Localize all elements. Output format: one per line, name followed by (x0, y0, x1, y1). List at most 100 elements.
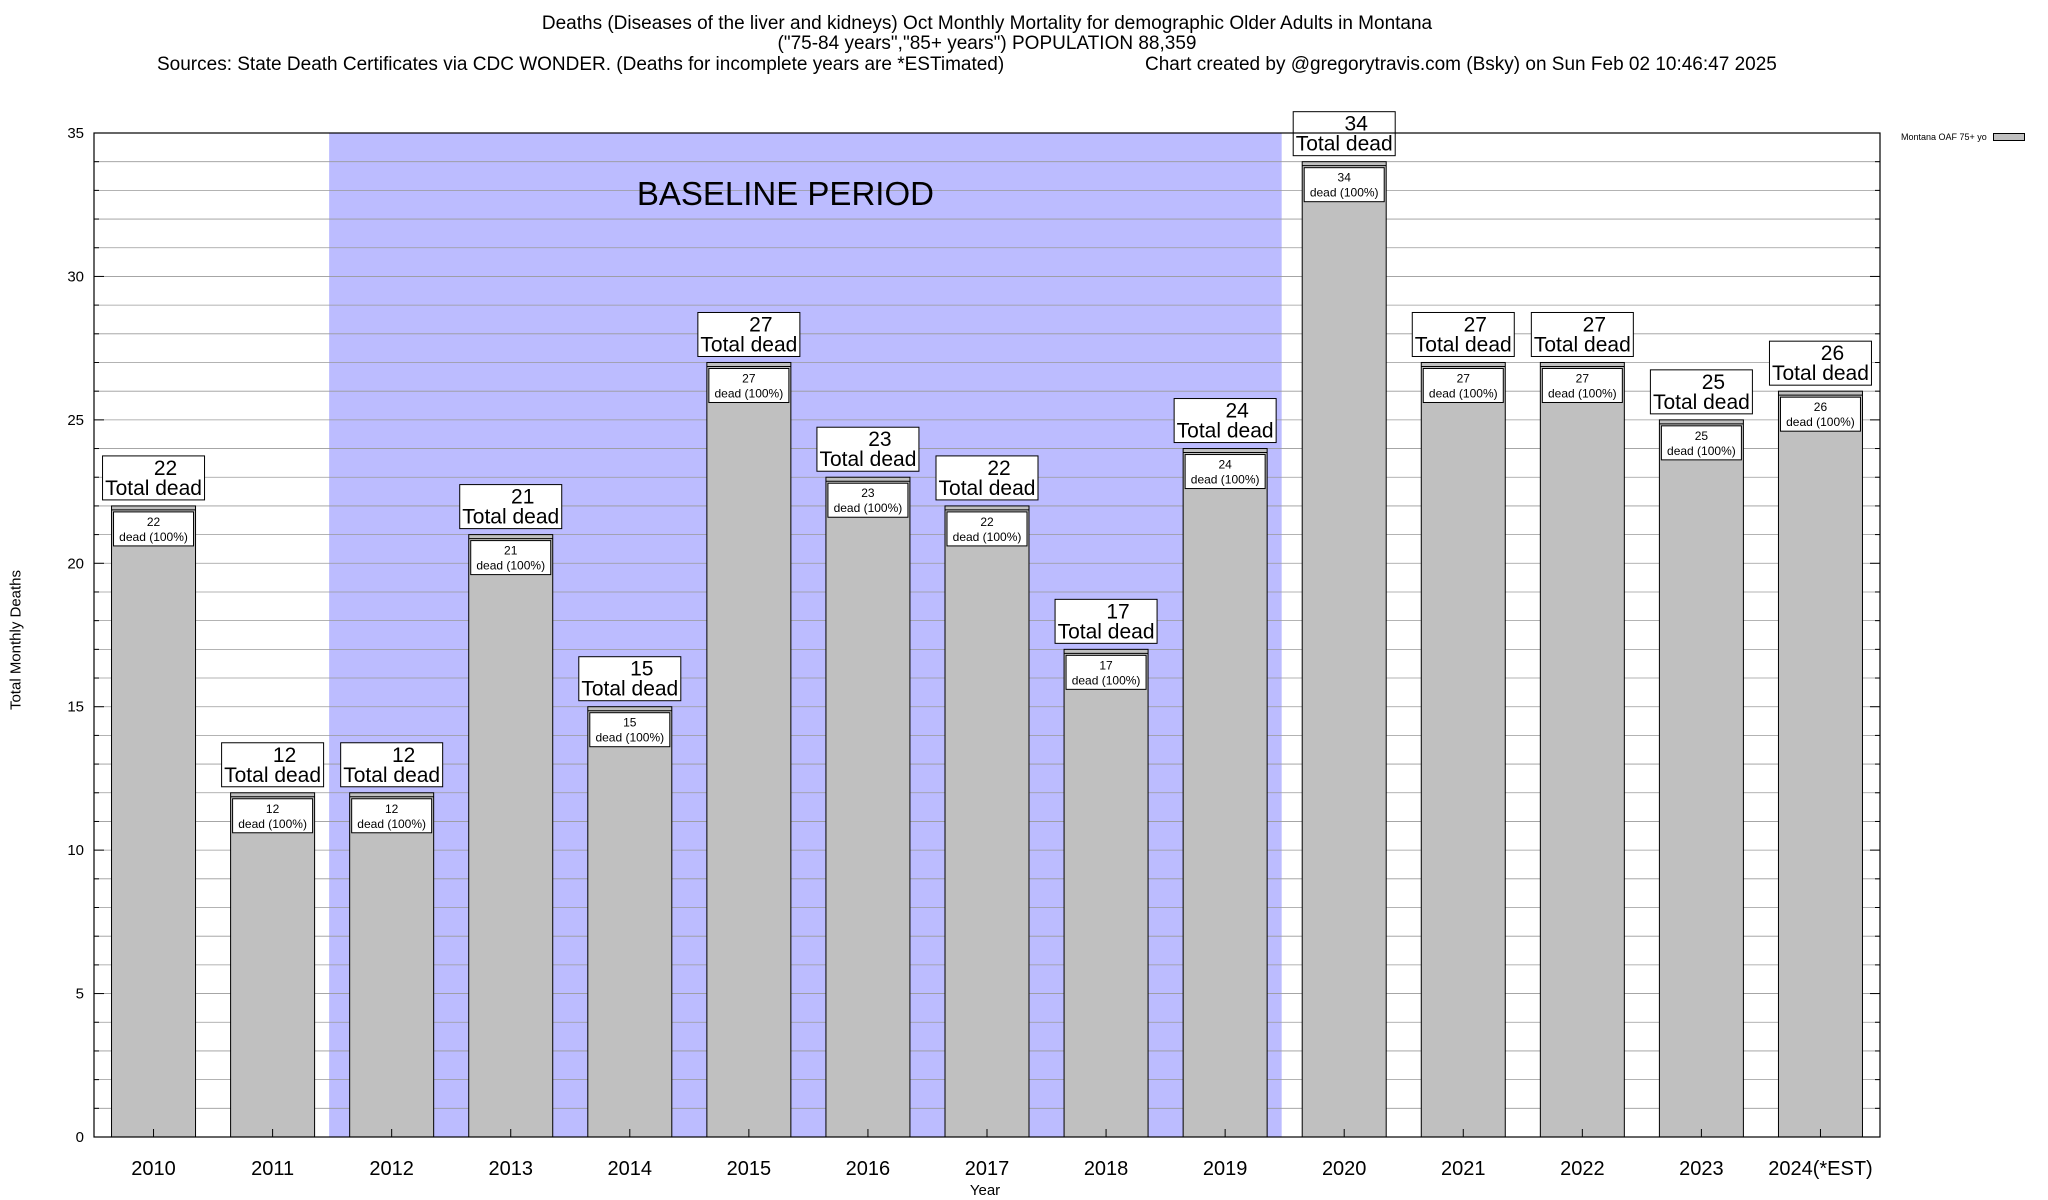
top-label-text: Total dead (343, 764, 440, 787)
sources-note: Sources: State Death Certificates via CD… (157, 54, 1005, 75)
y-tick-label: 5 (76, 986, 84, 1003)
top-label-box (1768, 340, 1872, 386)
top-label-box (340, 742, 444, 788)
top-label-box (1530, 311, 1634, 357)
inner-label-text: dead (100%) (834, 501, 903, 515)
title-line-1: Deaths (Diseases of the liver and kidney… (541, 13, 1433, 34)
top-label-value: 12 (273, 744, 296, 767)
x-tick-label: 2023 (1679, 1158, 1724, 1180)
bar (1063, 648, 1149, 1138)
inner-label-box (1065, 654, 1147, 690)
bar (1777, 390, 1863, 1138)
top-label-text: Total dead (819, 448, 916, 471)
inner-label-box (708, 367, 790, 403)
y-tick-label: 30 (67, 268, 84, 285)
top-label-value: 21 (511, 486, 534, 509)
inner-label-text: dead (100%) (357, 817, 426, 831)
y-tick-label: 10 (67, 842, 84, 859)
inner-label-value: 27 (1576, 371, 1590, 385)
top-label-value: 25 (1702, 371, 1725, 394)
x-tick-label: 2012 (369, 1158, 414, 1180)
x-tick-label: 2014 (608, 1158, 653, 1180)
inner-label-box (1660, 425, 1742, 461)
top-label-value: 22 (987, 457, 1010, 480)
inner-label-value: 21 (504, 544, 518, 558)
inner-label-text: dead (100%) (1072, 673, 1141, 687)
legend-label: Montana OAF 75+ yo (1901, 132, 1987, 142)
inner-label-text: dead (100%) (238, 817, 307, 831)
x-tick-label: 2022 (1560, 1158, 1605, 1180)
inner-label-value: 12 (266, 802, 280, 816)
y-tick-label: 15 (67, 699, 84, 716)
bar (825, 476, 911, 1138)
top-label-text: Total dead (1534, 333, 1631, 356)
top-label-box (102, 455, 206, 501)
x-tick-label: 2024(*EST) (1768, 1158, 1873, 1180)
inner-label-box (946, 511, 1028, 547)
x-tick-label: 2013 (488, 1158, 533, 1180)
inner-label-value: 27 (1457, 371, 1471, 385)
x-tick-label: 2010 (131, 1158, 176, 1180)
x-tick-label: 2020 (1322, 1158, 1367, 1180)
inner-label-box (827, 482, 909, 518)
top-label-text: Total dead (1653, 391, 1750, 414)
inner-label-value: 34 (1338, 171, 1352, 185)
inner-label-text: dead (100%) (1310, 186, 1379, 200)
top-label-box (816, 426, 920, 472)
inner-label-text: dead (100%) (1786, 415, 1855, 429)
y-tick-label: 25 (67, 412, 84, 429)
inner-label-text: dead (100%) (1548, 386, 1617, 400)
inner-label-value: 17 (1099, 658, 1113, 672)
inner-label-box (1303, 167, 1385, 203)
top-label-value: 23 (868, 428, 891, 451)
top-label-text: Total dead (1772, 362, 1869, 385)
x-tick-label: 2018 (1084, 1158, 1129, 1180)
x-tick-label: 2011 (251, 1158, 294, 1180)
legend-swatch (1992, 133, 2025, 141)
top-label-box (1054, 598, 1158, 644)
inner-label-value: 15 (623, 716, 637, 730)
top-label-box (221, 742, 325, 788)
inner-label-value: 22 (147, 515, 161, 529)
inner-label-text: dead (100%) (476, 559, 545, 573)
top-label-text: Total dead (224, 764, 321, 787)
top-label-text: Total dead (700, 333, 797, 356)
inner-label-box (1422, 367, 1504, 403)
inner-label-box (1541, 367, 1623, 403)
top-label-value: 12 (392, 744, 415, 767)
top-label-text: Total dead (105, 477, 202, 500)
top-label-box (935, 455, 1039, 501)
inner-label-text: dead (100%) (119, 530, 188, 544)
bar (1539, 361, 1625, 1138)
inner-label-text: dead (100%) (953, 530, 1022, 544)
x-axis-label: Year (969, 1182, 1001, 1199)
inner-label-box (232, 798, 314, 834)
inner-label-value: 24 (1218, 458, 1232, 472)
x-tick-label: 2019 (1203, 1158, 1248, 1180)
inner-label-value: 23 (861, 486, 875, 500)
bar (1420, 361, 1506, 1138)
top-label-value: 17 (1106, 600, 1129, 623)
inner-label-box (113, 511, 195, 547)
top-label-box (459, 484, 563, 530)
top-label-box (697, 311, 801, 357)
top-label-text: Total dead (1058, 620, 1155, 643)
inner-label-box (470, 540, 552, 576)
bar (349, 792, 435, 1138)
top-label-value: 27 (1464, 313, 1487, 336)
top-label-value: 26 (1821, 342, 1844, 365)
x-tick-label: 2015 (727, 1158, 772, 1180)
inner-label-box (1184, 454, 1266, 490)
bar (111, 505, 197, 1138)
top-label-value: 34 (1345, 113, 1369, 136)
top-label-value: 24 (1225, 400, 1249, 423)
baseline-label: BASELINE PERIOD (637, 175, 934, 212)
top-label-text: Total dead (1177, 420, 1274, 443)
top-label-box (1649, 369, 1753, 415)
bar (1658, 419, 1744, 1138)
top-label-text: Total dead (462, 506, 559, 529)
y-tick-label: 35 (67, 125, 84, 142)
top-label-box (578, 656, 682, 702)
inner-label-text: dead (100%) (595, 731, 664, 745)
